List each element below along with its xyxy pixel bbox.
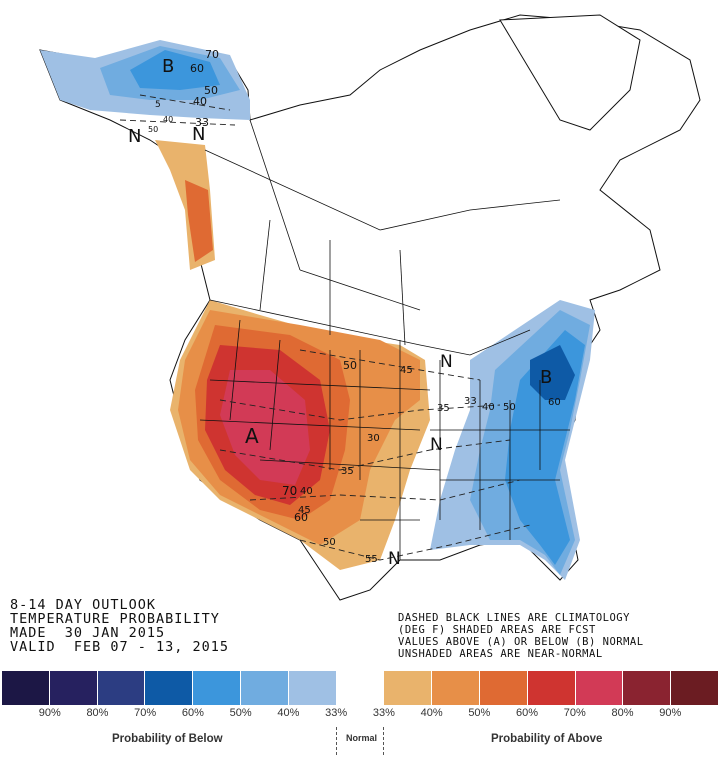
clim-55-label: 55 (365, 554, 378, 565)
clim-40-label: 40 (300, 486, 313, 497)
outlook-line-2: TEMPERATURE PROBABILITY (10, 611, 220, 627)
note-line-3: VALUES ABOVE (A) OR BELOW (B) NORMAL (398, 636, 644, 648)
alaska-50-label: 50 (204, 84, 218, 97)
colorbar-tick-labels: 90% 80% 70% 60% 50% 40% 33% 33% 40% 50% 60% 70% 80% 9… (2, 707, 718, 721)
greenland-land (499, 14, 641, 131)
west-a-label: A (245, 424, 259, 448)
outlook-line-4: VALID FEB 07 - 13, 2015 (10, 639, 230, 655)
colorbar-swatch (575, 671, 624, 705)
tick-label: 70% (563, 707, 586, 719)
alaska-below-70 (130, 50, 220, 90)
clim-60-label: 60 (294, 511, 308, 524)
tick-label: 40% (277, 707, 300, 719)
alaska-40-label: 40 (193, 95, 207, 108)
clim-50-label: 50 (343, 359, 357, 372)
bc-coast-above-50 (185, 180, 213, 262)
map-legend-note: DASHED BLACK LINES ARE CLIMATOLOGY (DEG F… (398, 612, 644, 660)
clim-40b-label: 40 (482, 402, 495, 413)
alaska-n-label: N (192, 124, 205, 145)
east-60-label: 60 (548, 397, 561, 408)
tick-label: 50% (468, 707, 491, 719)
clim-45b-label: 45 (298, 505, 311, 516)
alaska-70-label: 70 (205, 48, 219, 61)
colorbar-swatch (671, 671, 718, 705)
outlook-title-block: 8-14 DAY OUTLOOK TEMPERATURE PROBABILITY M… (10, 598, 229, 654)
tick-label: 80% (86, 707, 109, 719)
colorbar-swatch (432, 671, 480, 705)
plains-n-label: N (430, 435, 443, 455)
tick-label: 50% (229, 707, 252, 719)
tick-label: 90% (659, 707, 682, 719)
clim-50c-label: 50 (503, 402, 516, 413)
clim-30-label: 30 (367, 433, 380, 444)
note-line-4: UNSHADED AREAS ARE NEAR-NORMAL (398, 648, 603, 660)
boundary-lines (199, 119, 570, 560)
alaska-33-label: 33 (195, 116, 209, 129)
note-line-1: DASHED BLACK LINES ARE CLIMATOLOGY (398, 612, 630, 624)
note-line-2: (DEG F) SHADED AREAS ARE FCST (398, 624, 596, 636)
colorbar-swatch (49, 671, 98, 705)
clim-35-label: 35 (437, 403, 450, 414)
alaska-60-label: 60 (190, 62, 204, 75)
tick-label: 40% (420, 707, 443, 719)
tick-label: 90% (38, 707, 61, 719)
tick-label: 80% (611, 707, 634, 719)
tick-label: 33% (372, 707, 395, 719)
alaska-50b-label: 50 (148, 125, 158, 134)
normal-separator-left (336, 727, 337, 755)
clim-45-label: 45 (400, 365, 413, 376)
colorbar-swatch (479, 671, 528, 705)
alaska-5-label: 5 (155, 100, 161, 110)
clim-35b-label: 35 (341, 466, 354, 477)
tick-spacer (694, 707, 718, 721)
tick-label: 70% (134, 707, 157, 719)
probability-colorbar (2, 671, 718, 705)
normal-caption: Normal (346, 733, 378, 743)
outlook-line-1: 8-14 DAY OUTLOOK (10, 597, 157, 613)
colorbar-swatch (240, 671, 289, 705)
colorbar-swatch (193, 671, 241, 705)
colorbar-swatch (527, 671, 576, 705)
temperature-outlook-map: B N N A B N N N 50 45 30 35 35 70 40 45 … (39, 14, 701, 601)
alaska-n-label-2: N (128, 126, 141, 147)
climatology-dashed-lines (119, 94, 531, 561)
clim-50b-label: 50 (323, 537, 336, 548)
colorbar-swatch (288, 671, 337, 705)
east-below-60 (530, 345, 575, 400)
colorbar-swatch (2, 671, 50, 705)
colorbar-swatch (384, 671, 433, 705)
east-b-label: B (540, 367, 552, 388)
texas-n-label: N (388, 549, 401, 569)
clim-70-label: 70 (282, 484, 297, 498)
tick-label: 60% (181, 707, 204, 719)
alaska-b-label: B (162, 56, 174, 77)
alaska-40b-label: 40 (163, 115, 173, 124)
clim-33-label: 33 (464, 396, 477, 407)
tick-label: 60% (516, 707, 539, 719)
normal-separator-right (383, 727, 384, 755)
below-caption: Probability of Below (112, 733, 223, 745)
above-caption: Probability of Above (491, 733, 603, 745)
outlook-line-3: MADE 30 JAN 2015 (10, 625, 166, 641)
west-above-80 (220, 370, 310, 485)
colorbar-swatch (97, 671, 146, 705)
colorbar-swatch (623, 671, 672, 705)
colorbar-swatch (336, 671, 385, 705)
midwest-n-label: N (440, 352, 453, 372)
tick-spacer (2, 707, 26, 721)
tick-label: 33% (325, 707, 348, 719)
colorbar-swatch (145, 671, 194, 705)
